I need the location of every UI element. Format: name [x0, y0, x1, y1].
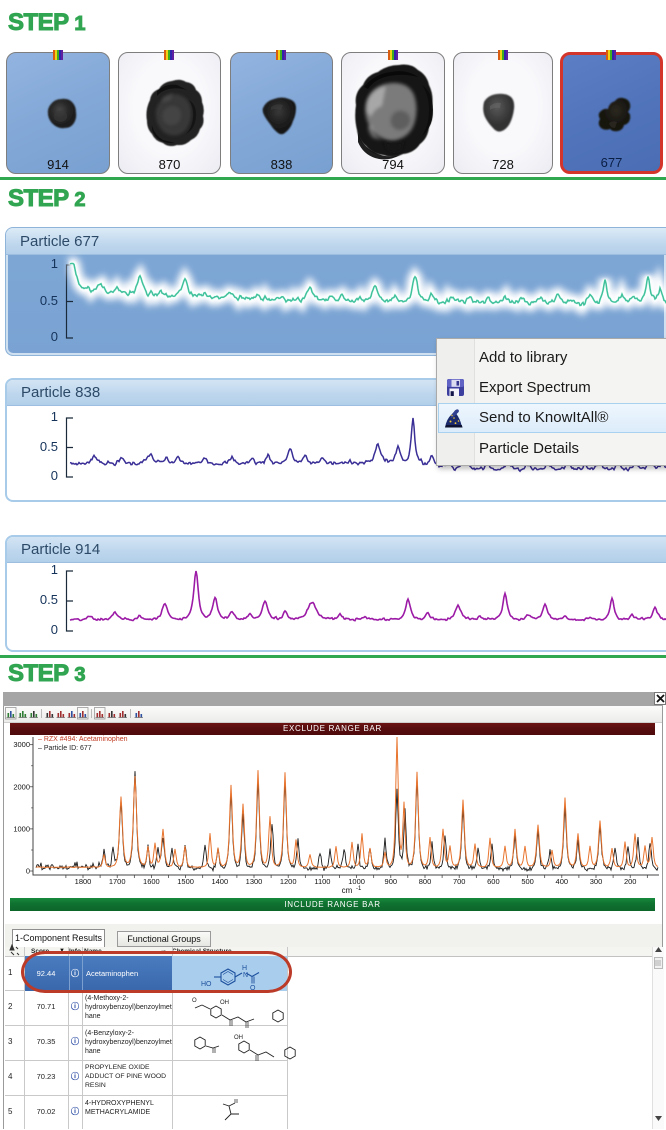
svg-text:1700: 1700 — [109, 877, 126, 886]
svg-text:N: N — [243, 972, 248, 979]
svg-text:1200: 1200 — [280, 877, 297, 886]
svg-text:500: 500 — [521, 877, 534, 886]
svg-text:-1: -1 — [356, 886, 362, 892]
svg-text:1100: 1100 — [314, 877, 330, 886]
svg-text:400: 400 — [556, 877, 569, 886]
svg-text:900: 900 — [385, 877, 398, 886]
svg-text:700: 700 — [453, 877, 466, 886]
svg-text:– RZX #494: Acetaminophen: – RZX #494: Acetaminophen — [38, 736, 128, 743]
svg-text:1000: 1000 — [13, 824, 30, 833]
svg-text:1300: 1300 — [246, 877, 263, 886]
svg-text:0: 0 — [26, 867, 30, 876]
svg-text:STEP 2: STEP 2 — [8, 185, 85, 212]
svg-text:2000: 2000 — [13, 782, 30, 791]
svg-text:HO: HO — [201, 981, 212, 988]
svg-text:O: O — [250, 985, 256, 992]
svg-text:300: 300 — [590, 877, 603, 886]
svg-text:OH: OH — [220, 1000, 229, 1006]
svg-text:1600: 1600 — [143, 877, 160, 886]
svg-text:1000: 1000 — [348, 877, 365, 886]
svg-text:– Particle ID: 677: – Particle ID: 677 — [38, 745, 92, 752]
svg-text:3000: 3000 — [13, 740, 30, 749]
svg-text:1500: 1500 — [177, 877, 194, 886]
svg-text:STEP 1: STEP 1 — [8, 9, 85, 36]
svg-text:200: 200 — [624, 877, 637, 886]
svg-text:O: O — [192, 998, 197, 1004]
svg-text:H: H — [242, 965, 247, 972]
svg-text:1400: 1400 — [211, 877, 228, 886]
svg-text:800: 800 — [419, 877, 432, 886]
svg-text:OH: OH — [234, 1035, 243, 1041]
svg-text:1800: 1800 — [75, 877, 92, 886]
svg-text:600: 600 — [487, 877, 500, 886]
svg-text:STEP 3: STEP 3 — [8, 660, 85, 687]
svg-text:cm: cm — [342, 886, 353, 895]
